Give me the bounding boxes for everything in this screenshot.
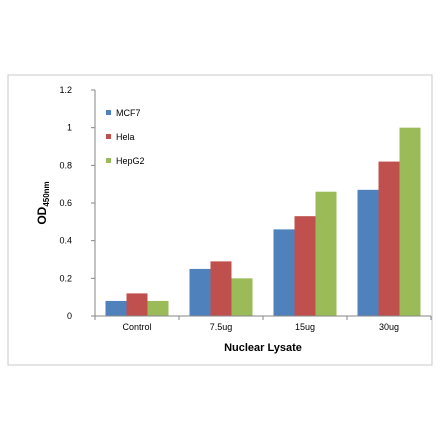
bar-hela-3 [378,161,400,316]
bar-hela-0 [126,293,148,316]
y-tick-label: 0 [67,311,72,321]
y-axis-title-main: OD [35,206,49,224]
legend-swatch-mcf7 [106,110,111,115]
bar-mcf7-2 [273,229,295,316]
legend-label-hepg2: HepG2 [116,156,145,166]
legend-swatch-hela [106,134,111,139]
y-axis-title: OD450nm [35,181,51,224]
bar-mcf7-0 [105,300,127,316]
bar-hepg2-0 [147,300,169,316]
legend-label-hela: Hela [116,132,135,142]
x-axis-title: Nuclear Lysate [224,342,302,354]
legend-label-mcf7: MCF7 [116,108,141,118]
y-tick-label: 0.8 [59,160,72,170]
x-tick-label: 7.5ug [210,322,233,332]
legend: MCF7 Hela HepG2 [106,108,145,166]
chart-frame [7,74,433,366]
bar-hepg2-1 [231,278,253,316]
bar-mcf7-1 [189,268,211,316]
y-axis-title-subscript: 450nm [42,181,51,206]
y-tick-label: 0.2 [59,273,72,283]
bars-group [105,127,421,316]
x-tick-label: Control [122,322,151,332]
x-tick-label: 15ug [295,322,315,332]
y-tick-label: 1 [67,123,72,133]
bar-hela-2 [294,216,316,316]
bar-mcf7-3 [357,189,379,316]
x-axis-ticks: Control 7.5ug 15ug 30ug [94,316,432,332]
y-axis-ticks: 0 0.2 0.4 0.6 0.8 1 1.2 [59,85,95,321]
y-tick-label: 0.6 [59,198,72,208]
legend-swatch-hepg2 [106,158,111,163]
bar-hepg2-2 [315,191,337,316]
bar-hela-1 [210,261,232,316]
y-tick-label: 1.2 [59,85,72,95]
x-tick-label: 30ug [379,322,399,332]
y-tick-label: 0.4 [59,236,72,246]
bar-hepg2-3 [399,127,421,316]
